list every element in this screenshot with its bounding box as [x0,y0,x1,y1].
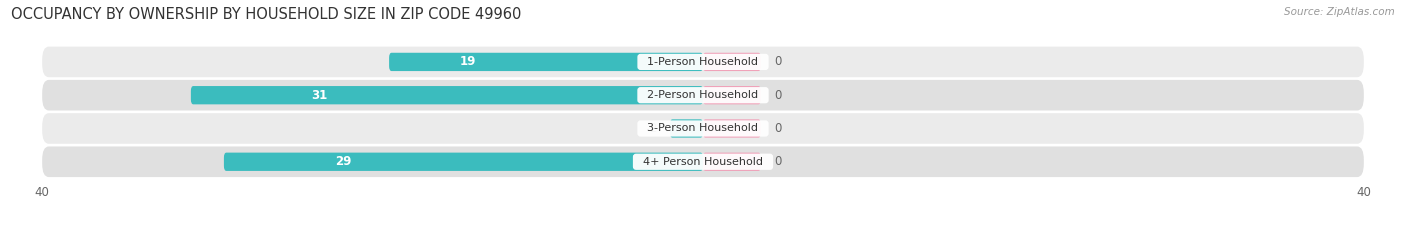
Text: 4+ Person Household: 4+ Person Household [636,157,770,167]
FancyBboxPatch shape [224,153,703,171]
FancyBboxPatch shape [703,153,761,171]
FancyBboxPatch shape [703,53,761,71]
Text: 2: 2 [650,122,657,135]
Text: 2-Person Household: 2-Person Household [641,90,765,100]
Text: 0: 0 [775,155,782,168]
Text: 0: 0 [775,55,782,69]
FancyBboxPatch shape [389,53,703,71]
Text: 0: 0 [775,89,782,102]
Text: Source: ZipAtlas.com: Source: ZipAtlas.com [1284,7,1395,17]
FancyBboxPatch shape [191,86,703,104]
FancyBboxPatch shape [42,147,1364,177]
Text: 31: 31 [311,89,328,102]
Text: 29: 29 [336,155,352,168]
FancyBboxPatch shape [42,47,1364,77]
FancyBboxPatch shape [703,86,761,104]
Text: 19: 19 [460,55,475,69]
Text: 0: 0 [775,122,782,135]
Text: 3-Person Household: 3-Person Household [641,123,765,134]
Text: OCCUPANCY BY OWNERSHIP BY HOUSEHOLD SIZE IN ZIP CODE 49960: OCCUPANCY BY OWNERSHIP BY HOUSEHOLD SIZE… [11,7,522,22]
FancyBboxPatch shape [42,80,1364,110]
FancyBboxPatch shape [42,113,1364,144]
FancyBboxPatch shape [669,119,703,138]
Text: 1-Person Household: 1-Person Household [641,57,765,67]
FancyBboxPatch shape [703,119,761,138]
